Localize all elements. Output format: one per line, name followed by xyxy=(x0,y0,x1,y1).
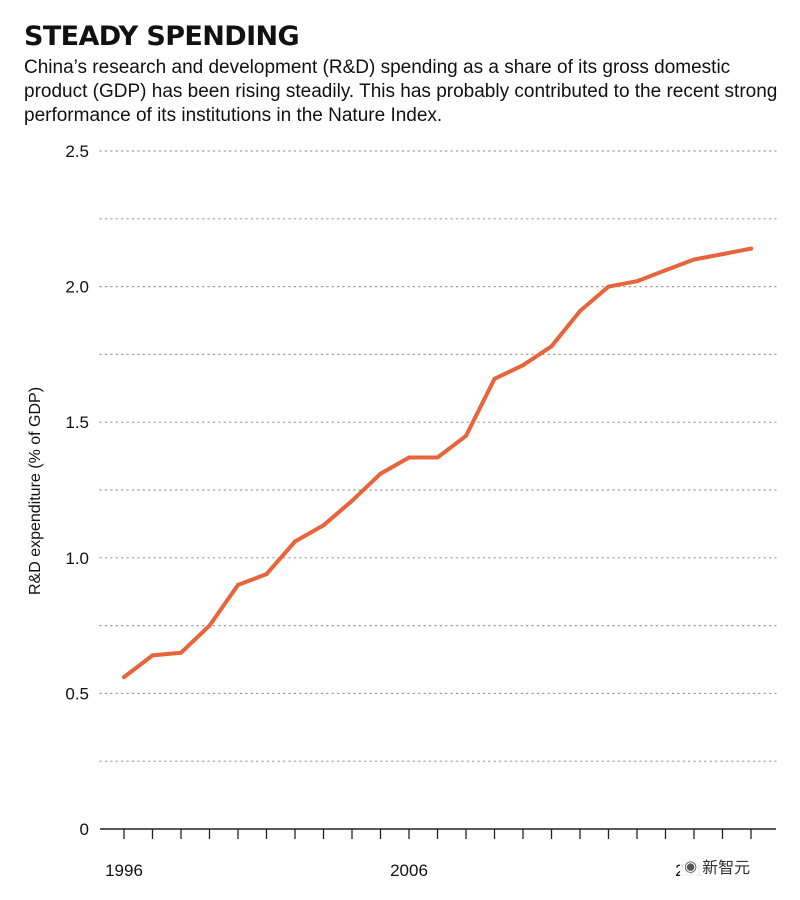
data-point xyxy=(720,252,725,257)
wechat-icon: ◉ xyxy=(684,857,698,875)
data-point xyxy=(692,257,696,262)
data-point xyxy=(749,246,753,251)
chart-subtitle: China’s research and development (R&D) s… xyxy=(24,57,778,126)
data-point xyxy=(122,675,126,680)
data-point xyxy=(150,653,155,658)
data-point xyxy=(464,433,468,438)
chart-title: STEADY SPENDING xyxy=(24,21,300,52)
y-tick-label: 2.5 xyxy=(65,142,89,161)
data-point xyxy=(578,309,582,313)
y-tick-label: 0.5 xyxy=(65,684,89,703)
series-line xyxy=(122,246,753,680)
data-point xyxy=(378,471,383,476)
data-point xyxy=(407,455,411,460)
x-axis xyxy=(100,828,776,839)
data-point xyxy=(635,279,639,284)
data-point xyxy=(606,284,611,289)
data-point xyxy=(492,376,497,381)
tick-labels: 00.51.01.52.02.5199620062016 xyxy=(65,142,713,880)
data-point xyxy=(521,363,525,368)
y-tick-label: 1.5 xyxy=(65,413,89,432)
data-point xyxy=(350,498,354,503)
y-tick-label: 1.0 xyxy=(65,549,89,568)
watermark: ◉ 新智元 xyxy=(680,852,757,880)
x-tick-label: 2006 xyxy=(390,861,428,880)
grid-lines xyxy=(99,150,777,762)
watermark-text: 新智元 xyxy=(702,858,751,877)
y-axis-label: R&D expenditure (% of GDP) xyxy=(27,387,44,595)
data-point xyxy=(435,455,440,460)
data-point xyxy=(293,539,297,544)
data-point xyxy=(236,582,240,587)
data-point xyxy=(321,523,326,528)
data-point xyxy=(549,344,554,349)
x-tick-label: 1996 xyxy=(105,861,143,880)
data-point xyxy=(663,268,668,273)
y-tick-label: 0 xyxy=(80,820,89,839)
data-point xyxy=(207,623,212,628)
data-point xyxy=(264,572,269,577)
y-tick-label: 2.0 xyxy=(65,278,89,297)
data-point xyxy=(179,650,183,655)
series-layer xyxy=(122,246,753,680)
